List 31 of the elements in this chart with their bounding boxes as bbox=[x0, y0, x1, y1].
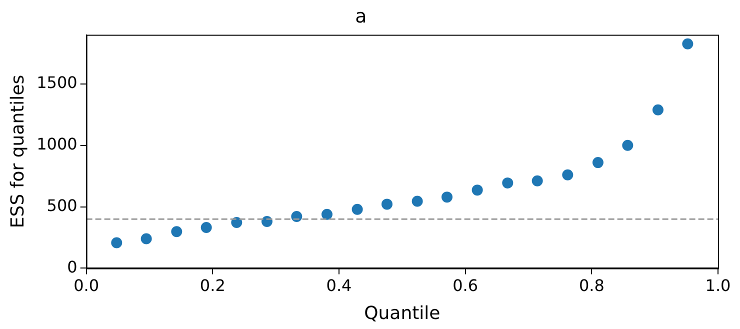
point bbox=[111, 237, 122, 248]
point bbox=[200, 222, 212, 234]
x-tick-label: 1.0 bbox=[705, 276, 731, 295]
point bbox=[442, 192, 453, 203]
x-tick-label: 0.6 bbox=[452, 276, 478, 295]
point bbox=[321, 208, 332, 220]
x-tick-label: 0.8 bbox=[578, 276, 604, 295]
point bbox=[622, 140, 634, 151]
y-tick-label: 1000 bbox=[36, 134, 78, 154]
y-tick-label: 0 bbox=[67, 257, 78, 276]
point bbox=[140, 233, 152, 244]
point bbox=[352, 204, 363, 215]
chart-title: a bbox=[355, 5, 367, 28]
point bbox=[652, 104, 664, 116]
x-tick-label: 0.2 bbox=[200, 276, 226, 295]
point bbox=[682, 38, 694, 50]
y-axis-title: ESS for quantiles bbox=[7, 74, 28, 228]
y-tick-label: 500 bbox=[46, 196, 78, 215]
x-tick-label: 0.0 bbox=[74, 276, 100, 295]
point bbox=[472, 184, 483, 196]
point bbox=[171, 226, 182, 238]
point bbox=[562, 169, 574, 180]
point bbox=[231, 217, 242, 228]
point bbox=[532, 175, 543, 186]
y-tick-label: 1500 bbox=[36, 73, 78, 92]
point bbox=[412, 196, 423, 207]
point bbox=[592, 157, 604, 168]
x-axis-title: Quantile bbox=[364, 302, 440, 324]
point bbox=[382, 198, 392, 210]
x-tick-label: 0.4 bbox=[326, 276, 352, 295]
point bbox=[502, 177, 514, 188]
